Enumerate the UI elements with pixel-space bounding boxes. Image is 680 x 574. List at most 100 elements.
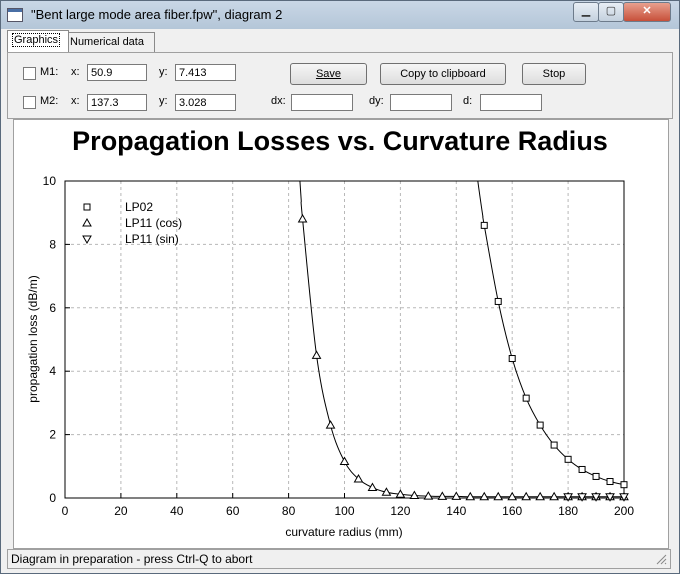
y-tick-label: 8 (49, 237, 56, 251)
y-tick-label: 6 (49, 301, 56, 315)
series-line-square (477, 181, 624, 486)
m2-label: M2: (40, 95, 59, 107)
m2-x-field[interactable]: 137.3 (87, 94, 147, 111)
data-point-triangle-up (297, 214, 308, 223)
data-point-square (578, 465, 586, 473)
x-tick-label: 160 (502, 504, 522, 518)
x-tick-label: 80 (282, 504, 296, 518)
x-tick-label: 200 (614, 504, 634, 518)
legend-marker-square (83, 203, 91, 211)
data-point-triangle-down (563, 493, 573, 502)
data-point-square (536, 421, 544, 429)
data-point-triangle-down (591, 493, 601, 502)
data-point-triangle-up (353, 473, 364, 483)
tab-numerical-data-label: Numerical data (70, 36, 144, 48)
m2-y-label: y: (159, 95, 168, 107)
x-tick-label: 120 (390, 504, 410, 518)
title-bar[interactable]: "Bent large mode area fiber.fpw", diagra… (1, 1, 679, 29)
data-point-triangle-up (423, 491, 434, 500)
m1-x-label: x: (71, 66, 80, 78)
tab-graphics[interactable]: Graphics (7, 30, 69, 52)
plot-area[interactable]: Propagation Losses vs. Curvature Radius … (13, 119, 669, 549)
data-point-square (480, 221, 488, 229)
grid (65, 181, 624, 498)
chart-legend: LP02 LP11 (cos) LP11 (sin) (82, 200, 182, 246)
marker-toolbar: M1: x: 50.9 y: 7.413 M2: x: 137.3 y: 3.0… (7, 52, 673, 119)
x-tick-label: 60 (226, 504, 240, 518)
data-point-triangle-up (521, 491, 532, 501)
data-point-triangle-up (395, 489, 406, 498)
data-point-triangle-up (311, 350, 322, 359)
series-line-triangle-up (299, 181, 624, 498)
chart-title: Propagation Losses vs. Curvature Radius (72, 126, 608, 156)
series-curves (299, 181, 624, 498)
m1-x-field[interactable]: 50.9 (87, 64, 147, 81)
d-field[interactable] (480, 94, 542, 111)
data-point-triangle-up (367, 482, 378, 492)
m1-y-field[interactable]: 7.413 (175, 64, 236, 81)
data-point-triangle-up (451, 491, 462, 500)
d-label: d: (463, 95, 473, 107)
y-tick-label: 10 (43, 174, 57, 188)
data-point-square (592, 472, 600, 480)
m2-x-label: x: (71, 95, 80, 107)
dy-field[interactable] (390, 94, 452, 111)
data-point-triangle-up (535, 491, 546, 501)
m1-checkbox[interactable] (23, 67, 36, 80)
data-point-square (606, 478, 614, 486)
m2-checkbox[interactable] (23, 96, 36, 109)
data-point-square (620, 481, 628, 489)
m1-label: M1: (40, 66, 59, 78)
tab-graphics-label: Graphics (12, 33, 61, 47)
save-button-label: Save (315, 68, 342, 80)
minimize-button[interactable]: ▁ (573, 2, 599, 22)
data-point-square (522, 394, 530, 402)
y-tick-label: 2 (49, 428, 56, 442)
save-button[interactable]: Save (290, 63, 367, 85)
loss-chart[interactable]: Propagation Losses vs. Curvature Radius … (14, 120, 668, 548)
x-tick-label: 100 (334, 504, 354, 518)
close-button[interactable]: ✕ (623, 2, 671, 22)
stop-button[interactable]: Stop (522, 63, 586, 85)
legend-marker-triangle-down (82, 235, 92, 245)
data-point-triangle-up (381, 487, 392, 496)
y-tick-label: 4 (49, 364, 56, 378)
data-point-triangle-up (437, 491, 448, 500)
legend-label: LP02 (125, 200, 153, 214)
data-point-triangle-down (619, 493, 629, 502)
m2-y-field[interactable]: 3.028 (175, 94, 236, 111)
data-point-triangle-up (339, 456, 350, 466)
y-tick-label: 0 (49, 491, 56, 505)
y-axis-label: propagation loss (dB/m) (26, 275, 40, 402)
window-title: "Bent large mode area fiber.fpw", diagra… (31, 7, 283, 22)
data-point-triangle-up (465, 491, 476, 501)
legend-label: LP11 (cos) (125, 216, 182, 230)
dx-field[interactable] (291, 94, 353, 111)
data-point-triangle-down (577, 493, 587, 502)
data-point-square (494, 297, 502, 305)
x-tick-label: 20 (114, 504, 128, 518)
data-point-triangle-up (409, 490, 420, 499)
data-point-triangle-up (549, 491, 559, 501)
tab-numerical-data[interactable]: Numerical data (65, 32, 155, 52)
data-point-triangle-up (479, 491, 490, 501)
app-icon[interactable] (7, 8, 23, 22)
data-point-square (564, 455, 572, 463)
resize-grip-icon[interactable] (655, 553, 667, 565)
data-point-triangle-up (325, 420, 336, 429)
data-point-triangle-down (605, 493, 615, 502)
m1-y-label: y: (159, 66, 168, 78)
x-tick-label: 0 (62, 504, 69, 518)
data-point-triangle-up (507, 491, 518, 501)
dx-label: dx: (271, 95, 286, 107)
dy-label: dy: (369, 95, 384, 107)
maximize-button[interactable]: ▢ (598, 2, 624, 22)
legend-marker-triangle-up (82, 217, 92, 227)
data-point-triangle-up (493, 491, 504, 501)
axis-ticks: 0 20 40 60 80 100 120 140 160 180 200 0 2 4 6 8 10 (43, 174, 635, 518)
legend-label: LP11 (sin) (125, 232, 179, 246)
copy-to-clipboard-button[interactable]: Copy to clipboard (380, 63, 506, 85)
status-bar: Diagram in preparation - press Ctrl-Q to… (7, 549, 671, 569)
x-tick-label: 140 (446, 504, 466, 518)
